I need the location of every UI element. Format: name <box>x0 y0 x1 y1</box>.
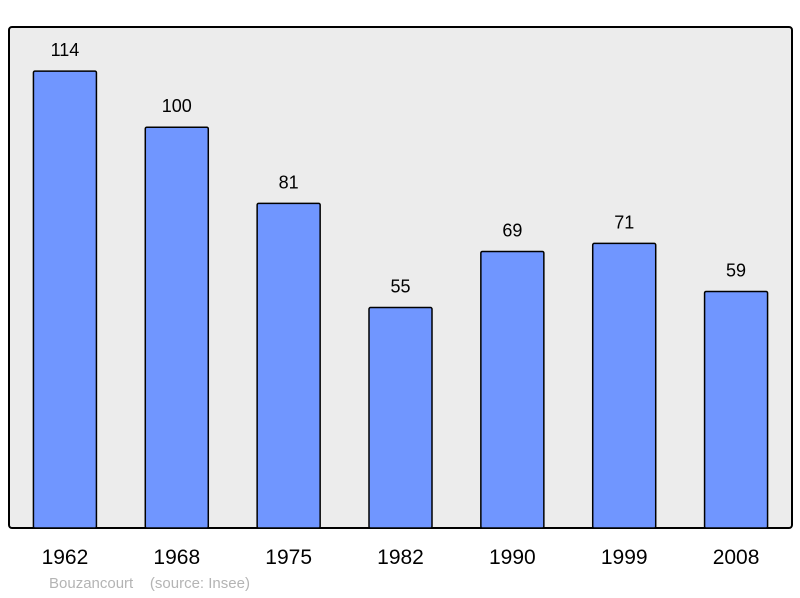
x-tick-label-1982: 1982 <box>377 546 424 569</box>
data-label-1962: 114 <box>51 40 80 60</box>
x-tick-label-1975: 1975 <box>265 546 312 569</box>
bar-1968 <box>144 126 210 529</box>
bar-1982 <box>368 306 433 529</box>
data-label-1999: 71 <box>614 212 634 232</box>
footer-source: (source: Insee) <box>149 575 250 592</box>
x-tick-label-2008: 2008 <box>713 546 760 569</box>
x-tick-label-1968: 1968 <box>153 546 200 569</box>
bar-1990 <box>480 250 545 529</box>
data-label-1990: 69 <box>502 220 522 240</box>
x-tick-label-1990: 1990 <box>489 546 536 569</box>
chart-footer: Bouzancourt (source: Insee) <box>49 575 250 592</box>
bar-1999 <box>591 242 657 529</box>
data-label-2008: 59 <box>726 261 746 281</box>
data-label-1968: 100 <box>162 96 192 116</box>
data-label-1982: 55 <box>390 277 410 297</box>
footer-place: Bouzancourt <box>49 575 134 592</box>
x-tick-label-1999: 1999 <box>601 546 648 569</box>
bar-1962 <box>32 70 98 529</box>
bar-1975 <box>256 202 321 529</box>
bar-2008 <box>703 290 769 529</box>
data-label-1975: 81 <box>279 172 299 192</box>
x-tick-label-1962: 1962 <box>42 546 89 569</box>
